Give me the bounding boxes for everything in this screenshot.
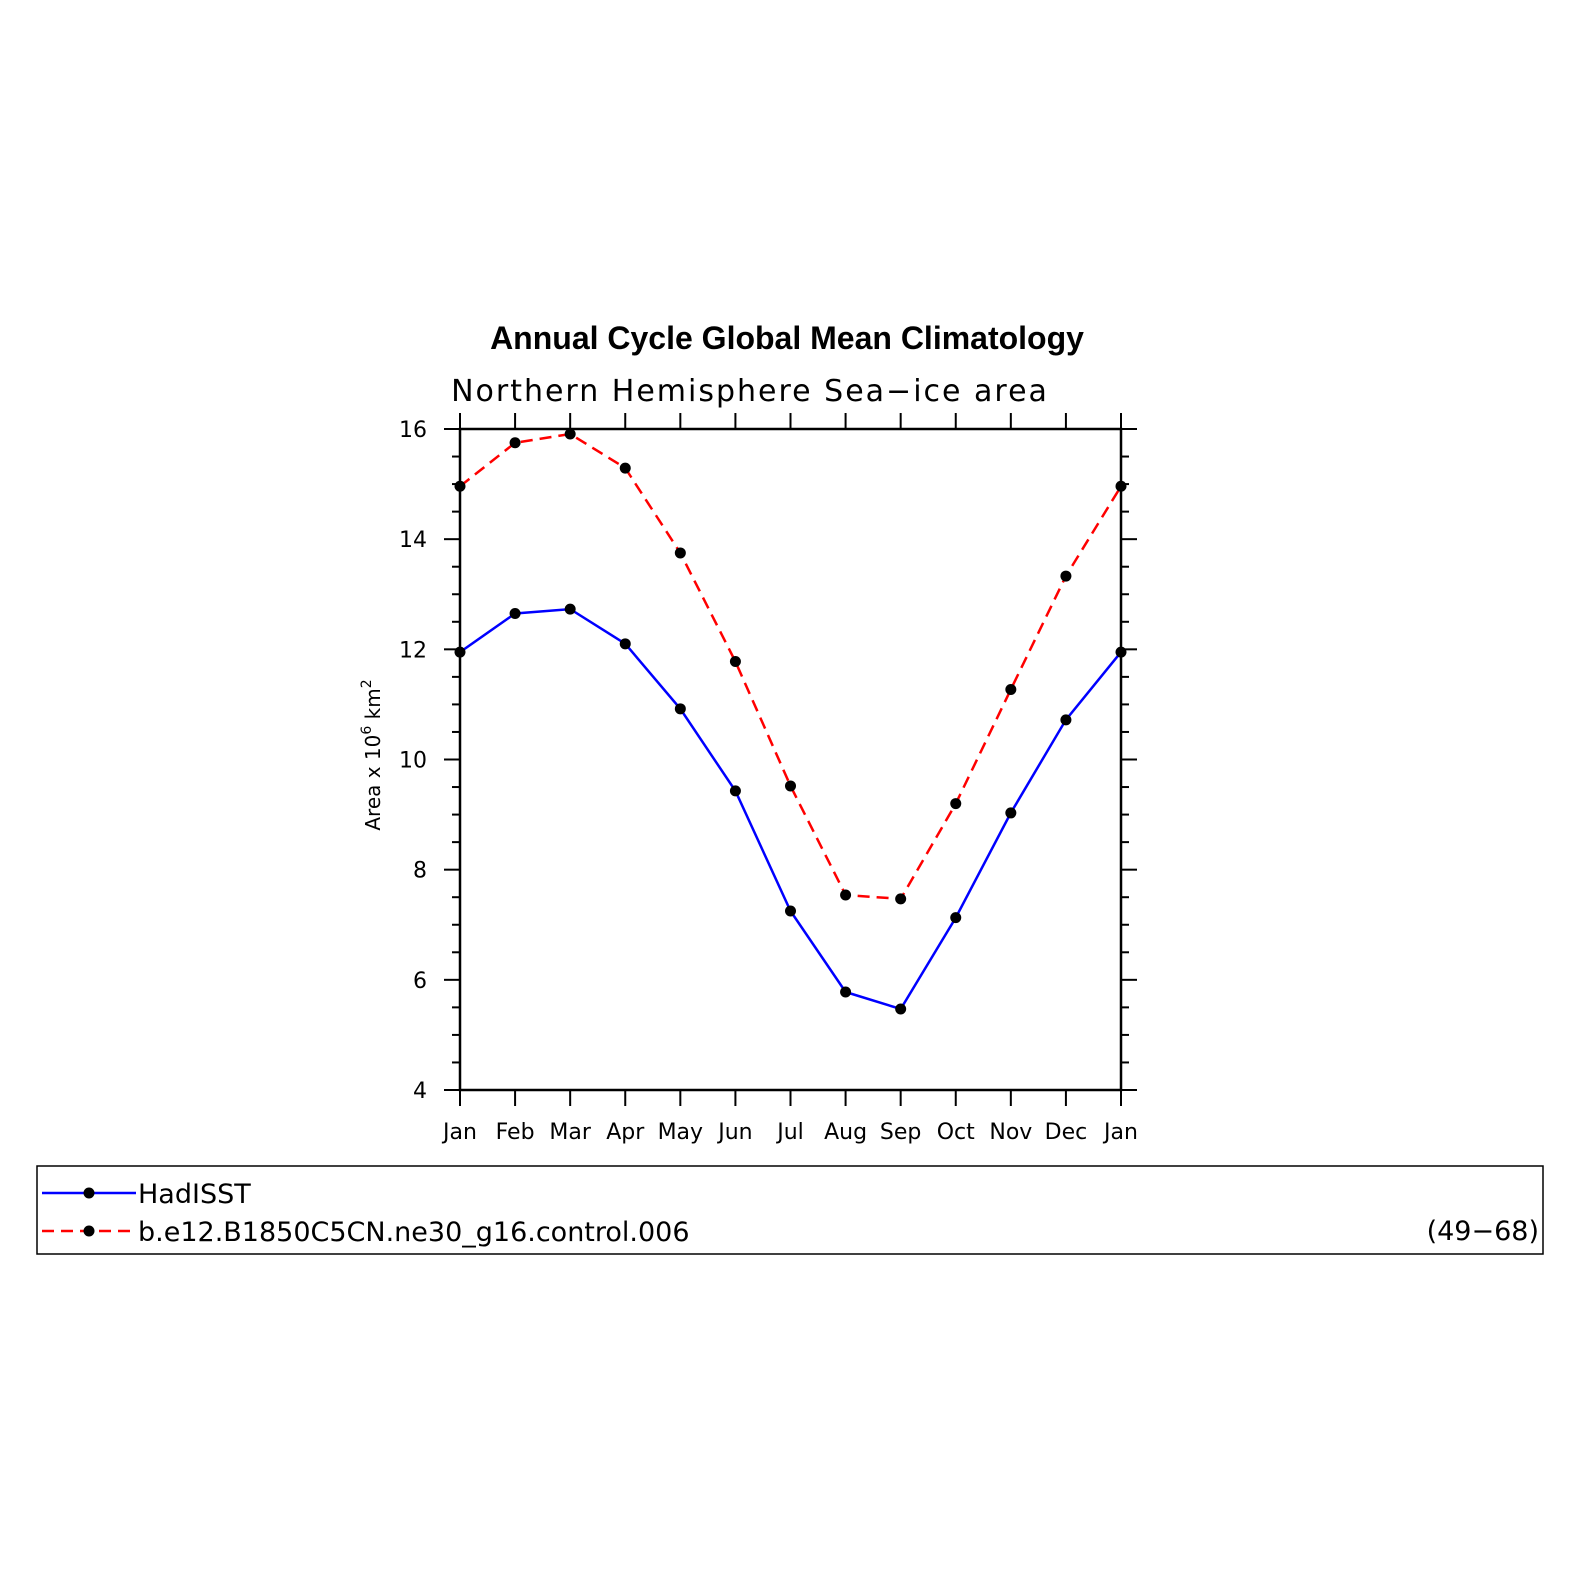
legend-year-range: (49−68) bbox=[1427, 1216, 1539, 1247]
series-1-point bbox=[785, 905, 796, 917]
x-tick-label: Oct bbox=[937, 1120, 975, 1145]
x-tick-label: Jul bbox=[775, 1120, 804, 1145]
series-1-point bbox=[840, 986, 852, 998]
x-tick-label: Jan bbox=[441, 1120, 477, 1145]
legend-marker-1 bbox=[83, 1187, 95, 1199]
y-axis: 4 6 8 10 12 14 16 bbox=[399, 418, 1137, 1104]
y-axis-label-text: Area x 10 bbox=[361, 735, 385, 831]
series-2-point bbox=[1115, 480, 1127, 492]
y-tick-label: 12 bbox=[399, 638, 427, 663]
legend-label-1: HadISST bbox=[138, 1179, 251, 1210]
x-tick-label: May bbox=[658, 1120, 703, 1145]
x-tick-label: Nov bbox=[989, 1120, 1032, 1145]
x-tick-label: Sep bbox=[880, 1120, 921, 1145]
x-tick-label: Apr bbox=[606, 1120, 645, 1145]
series-1-point bbox=[674, 703, 686, 715]
series-1-point bbox=[950, 912, 962, 924]
y-axis-label-sup1: 6 bbox=[359, 726, 375, 735]
y-tick-label: 10 bbox=[399, 749, 427, 774]
series-layer bbox=[454, 428, 1127, 1015]
y-axis-label-sup2: 2 bbox=[359, 679, 375, 688]
x-tick-label: Mar bbox=[549, 1120, 591, 1145]
legend-marker-2 bbox=[83, 1225, 95, 1237]
series-2-point bbox=[1060, 570, 1072, 582]
plot-border bbox=[458, 427, 1123, 1092]
series-2-point bbox=[785, 780, 796, 792]
series-1-point bbox=[564, 603, 576, 615]
y-tick-label: 16 bbox=[399, 418, 427, 443]
series-line-2 bbox=[459, 432, 1123, 901]
series-2-point bbox=[1005, 684, 1017, 696]
legend-box bbox=[36, 1165, 1544, 1255]
series-line-1 bbox=[459, 607, 1122, 1011]
x-tick-label: Dec bbox=[1045, 1120, 1088, 1145]
series-2-point bbox=[729, 655, 741, 667]
series-1-point bbox=[1005, 807, 1017, 819]
x-tick-label: Jun bbox=[716, 1120, 752, 1145]
y-axis-label-unit: km bbox=[361, 688, 385, 725]
series-2-point bbox=[950, 798, 962, 810]
plot-area bbox=[458, 427, 1123, 1092]
series-2-point bbox=[840, 889, 852, 901]
x-tick-label: Jan bbox=[1102, 1120, 1138, 1145]
y-tick-label: 6 bbox=[413, 969, 427, 994]
series-1-point bbox=[1115, 646, 1127, 658]
y-tick-label: 8 bbox=[413, 859, 427, 884]
legend-label-2: b.e12.B1850C5CN.ne30_g16.control.006 bbox=[138, 1217, 690, 1248]
series-1-point bbox=[1060, 714, 1072, 726]
series-2-point bbox=[454, 480, 466, 492]
series-2-point bbox=[619, 462, 631, 474]
series-1-point bbox=[895, 1003, 907, 1015]
series-2-point bbox=[674, 547, 686, 559]
x-axis: Jan Feb Mar Apr May Jun Jul Aug Sep Oct Nov Dec Jan bbox=[441, 413, 1138, 1145]
x-tick-label: Feb bbox=[496, 1120, 535, 1145]
series-1-point bbox=[509, 608, 521, 620]
series-1-point bbox=[454, 646, 466, 658]
chart-subtitle: Northern Hemisphere Sea−ice area bbox=[451, 374, 1049, 409]
series-2-point bbox=[509, 437, 521, 449]
y-tick-label: 14 bbox=[399, 528, 427, 553]
chart-title: Annual Cycle Global Mean Climatology bbox=[490, 320, 1084, 356]
x-tick-label: Aug bbox=[824, 1120, 867, 1145]
series-2-point bbox=[564, 428, 576, 440]
y-axis-label: Area x 106 km2 bbox=[359, 679, 385, 830]
series-1-point bbox=[619, 638, 631, 650]
series-1-point bbox=[729, 785, 741, 797]
legend: HadISST b.e12.B1850C5CN.ne30_g16.control.… bbox=[36, 1165, 1544, 1255]
y-tick-label: 4 bbox=[413, 1079, 427, 1104]
series-2-point bbox=[895, 893, 907, 905]
